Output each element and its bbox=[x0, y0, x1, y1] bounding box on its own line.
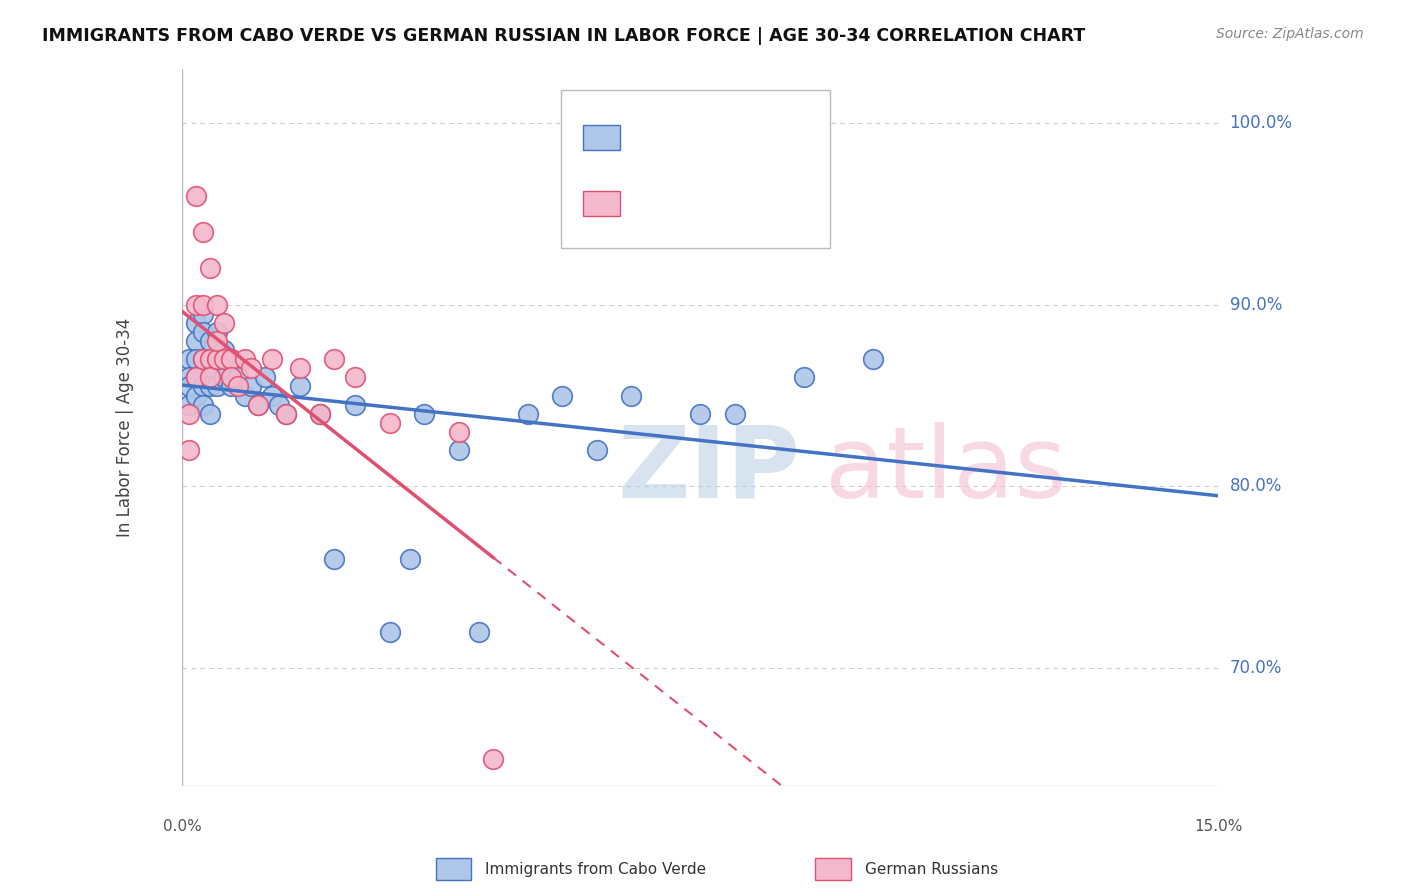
Point bbox=[793, 370, 815, 384]
Point bbox=[186, 370, 208, 384]
Text: atlas: atlas bbox=[825, 422, 1066, 519]
Text: IMMIGRANTS FROM CABO VERDE VS GERMAN RUSSIAN IN LABOR FORCE | AGE 30-34 CORRELAT: IMMIGRANTS FROM CABO VERDE VS GERMAN RUS… bbox=[42, 27, 1085, 45]
Point bbox=[219, 352, 242, 367]
Point bbox=[191, 352, 214, 367]
Point bbox=[179, 443, 201, 458]
Point bbox=[323, 352, 346, 367]
Point bbox=[233, 388, 256, 402]
Point bbox=[724, 407, 747, 421]
Point bbox=[186, 188, 208, 202]
Point bbox=[516, 407, 538, 421]
Point bbox=[179, 407, 201, 421]
Point bbox=[179, 370, 201, 384]
Point bbox=[179, 352, 201, 367]
Point bbox=[191, 298, 214, 312]
Point bbox=[186, 334, 208, 348]
Point bbox=[468, 624, 491, 639]
Point bbox=[191, 325, 214, 339]
Point bbox=[205, 334, 228, 348]
Text: 15.0%: 15.0% bbox=[1194, 819, 1243, 834]
Point bbox=[191, 225, 214, 239]
Point bbox=[399, 552, 422, 566]
Point bbox=[212, 343, 235, 357]
Point bbox=[205, 298, 228, 312]
Point bbox=[378, 416, 401, 430]
Point bbox=[198, 361, 221, 376]
Point bbox=[240, 379, 263, 393]
Point bbox=[378, 624, 401, 639]
Text: 100.0%: 100.0% bbox=[1230, 114, 1292, 132]
Point bbox=[179, 398, 201, 412]
Point bbox=[212, 370, 235, 384]
Text: 90.0%: 90.0% bbox=[1230, 295, 1282, 314]
Point bbox=[413, 407, 436, 421]
Text: R = 0.359   N = 31: R = 0.359 N = 31 bbox=[626, 194, 796, 212]
Point bbox=[689, 407, 711, 421]
FancyBboxPatch shape bbox=[583, 125, 620, 150]
Point bbox=[186, 316, 208, 330]
Point bbox=[198, 379, 221, 393]
Point bbox=[191, 307, 214, 321]
Text: ZIP: ZIP bbox=[617, 422, 800, 519]
Point bbox=[191, 352, 214, 367]
Point bbox=[344, 370, 367, 384]
Point bbox=[198, 407, 221, 421]
FancyBboxPatch shape bbox=[583, 191, 620, 216]
Point bbox=[309, 407, 332, 421]
Point bbox=[267, 398, 290, 412]
Point bbox=[179, 379, 201, 393]
Text: 80.0%: 80.0% bbox=[1230, 477, 1282, 495]
Text: 0.0%: 0.0% bbox=[163, 819, 201, 834]
Text: In Labor Force | Age 30-34: In Labor Force | Age 30-34 bbox=[117, 318, 135, 537]
Point bbox=[191, 398, 214, 412]
Text: German Russians: German Russians bbox=[865, 863, 998, 877]
Point bbox=[198, 352, 221, 367]
Point bbox=[198, 261, 221, 276]
Point bbox=[219, 379, 242, 393]
Point bbox=[219, 370, 242, 384]
Point bbox=[186, 352, 208, 367]
Point bbox=[309, 407, 332, 421]
Point bbox=[288, 361, 311, 376]
Point bbox=[585, 443, 607, 458]
Text: R = 0.061   N = 50: R = 0.061 N = 50 bbox=[626, 128, 796, 146]
Point bbox=[219, 352, 242, 367]
Text: Immigrants from Cabo Verde: Immigrants from Cabo Verde bbox=[485, 863, 706, 877]
Point bbox=[226, 379, 249, 393]
Text: Source: ZipAtlas.com: Source: ZipAtlas.com bbox=[1216, 27, 1364, 41]
Point bbox=[186, 370, 208, 384]
Point bbox=[226, 370, 249, 384]
Text: 70.0%: 70.0% bbox=[1230, 659, 1282, 677]
Point bbox=[620, 388, 643, 402]
Point bbox=[186, 298, 208, 312]
Point bbox=[247, 398, 270, 412]
Point bbox=[447, 425, 470, 439]
Point bbox=[212, 352, 235, 367]
Point bbox=[254, 370, 277, 384]
Point bbox=[262, 352, 284, 367]
Point bbox=[262, 388, 284, 402]
Point bbox=[233, 352, 256, 367]
Point bbox=[186, 388, 208, 402]
Point bbox=[344, 398, 367, 412]
Point bbox=[205, 379, 228, 393]
Point bbox=[205, 352, 228, 367]
Point bbox=[482, 752, 505, 766]
Point bbox=[240, 361, 263, 376]
Point bbox=[274, 407, 297, 421]
Point bbox=[191, 379, 214, 393]
Point bbox=[323, 552, 346, 566]
Point bbox=[274, 407, 297, 421]
Point bbox=[205, 352, 228, 367]
Point bbox=[288, 379, 311, 393]
FancyBboxPatch shape bbox=[561, 90, 830, 248]
Point bbox=[198, 370, 221, 384]
Point bbox=[447, 443, 470, 458]
Point bbox=[205, 325, 228, 339]
Point bbox=[551, 388, 574, 402]
Point bbox=[212, 316, 235, 330]
Point bbox=[247, 398, 270, 412]
Point bbox=[198, 334, 221, 348]
Point bbox=[862, 352, 884, 367]
